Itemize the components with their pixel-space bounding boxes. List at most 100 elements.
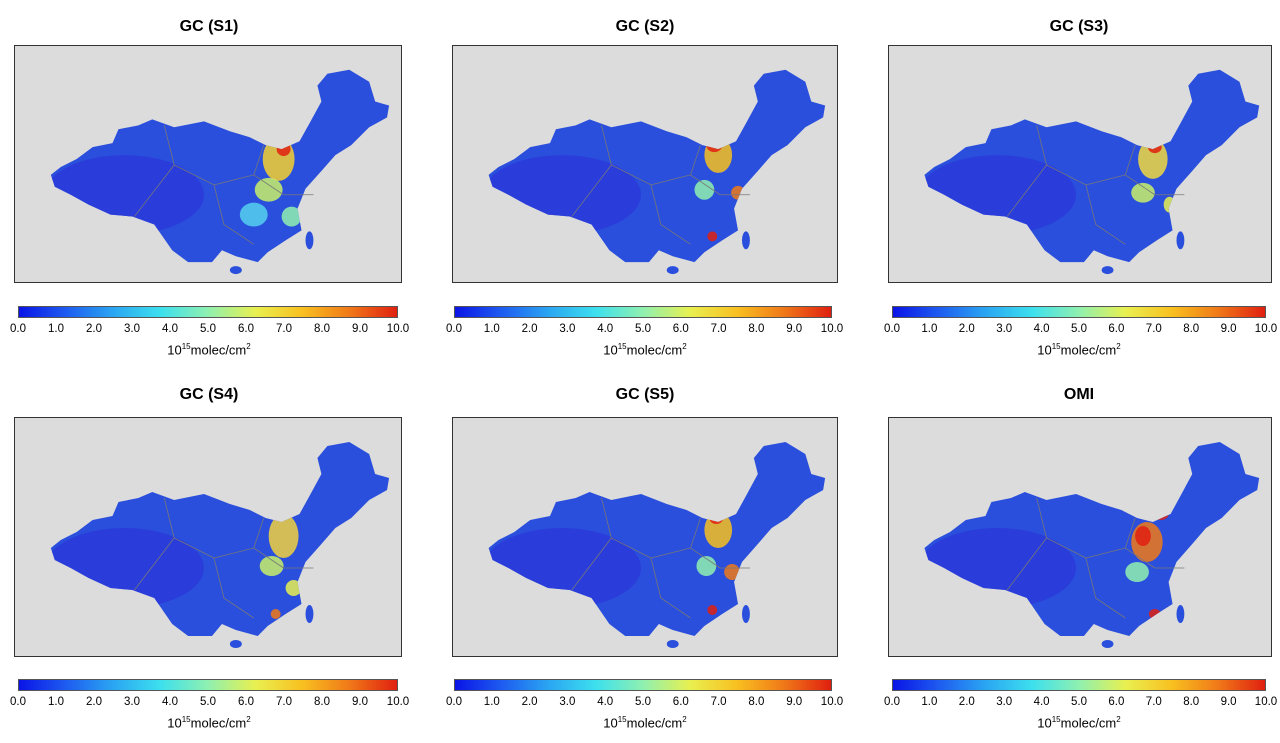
colorbar-tick-label: 1.0: [483, 696, 500, 708]
colorbar-tick-label: 10.0: [1254, 323, 1278, 335]
hainan-island: [1101, 640, 1114, 648]
colorbar-tick-label: 2.0: [86, 323, 102, 335]
tibetan-plateau-region: [488, 528, 642, 608]
concentration-hotspot: [270, 609, 281, 619]
map-frame: [452, 417, 838, 657]
colorbar-tick-label: 4.0: [1033, 696, 1050, 708]
tibetan-plateau-region: [924, 528, 1077, 608]
colorbar-tick-label: 2.0: [958, 323, 975, 335]
concentration-hotspot: [268, 514, 299, 558]
map-panel-s2: GC (S2) 0.0 1.0 2.0 3.0 4.0 5.0 6.0 7.0 8.0 9.0 10…: [446, 0, 843, 370]
map-panel-s1: GC (S1) 0.0 1.0 2.0 3.0 4.0 5.0 6.0 7.0 8.0 9.0 10…: [10, 0, 409, 370]
colorbar-tick-label: 6.0: [238, 696, 254, 708]
colorbar-tick-label: 5.0: [200, 696, 216, 708]
hainan-island: [666, 266, 679, 275]
province-borders: [1006, 125, 1185, 245]
concentration-hotspot: [285, 580, 302, 596]
province-borders: [1006, 497, 1185, 619]
colorbar-tick-label: 9.0: [786, 323, 803, 335]
map-frame: [452, 45, 838, 283]
map-frame: [888, 45, 1272, 283]
colorbar-tick-label: 9.0: [352, 696, 368, 708]
colorbar-tick-label: 9.0: [352, 323, 368, 335]
colorbar-tick-label: 2.0: [958, 696, 975, 708]
taiwan-island: [305, 231, 314, 250]
concentration-hotspot: [704, 512, 733, 548]
colorbar-ticks: 0.0 1.0 2.0 3.0 4.0 5.0 6.0 7.0 8.0 9.0 10.0: [446, 696, 843, 710]
map-svg: [453, 46, 837, 282]
colorbar-tick-label: 6.0: [1108, 323, 1125, 335]
colorbar-tick-label: 1.0: [48, 696, 64, 708]
concentration-hotspot: [262, 137, 295, 181]
panel-title: GC (S2): [615, 18, 675, 35]
province-borders: [571, 497, 750, 619]
colorbar-tick-label: 10.0: [820, 696, 844, 708]
colorbar-tick-label: 3.0: [124, 323, 140, 335]
colorbar-tick-label: 9.0: [1220, 696, 1237, 708]
panel-title: GC (S5): [615, 386, 675, 403]
colorbar-tick-label: 6.0: [238, 323, 254, 335]
colorbar-tick-label: 8.0: [314, 696, 330, 708]
colorbar-tick-label: 8.0: [1183, 696, 1200, 708]
colorbar-tick-label: 7.0: [710, 323, 727, 335]
concentration-hotspot: [1131, 182, 1155, 203]
colorbar-tick-label: 6.0: [672, 696, 689, 708]
colorbar-tick-label: 9.0: [1220, 323, 1237, 335]
colorbar-unit-label: 1015molec/cm2: [603, 715, 687, 731]
colorbar-tick-label: 0.0: [446, 323, 462, 335]
colorbar-unit-label: 1015molec/cm2: [603, 342, 687, 358]
colorbar-tick-label: 5.0: [200, 323, 216, 335]
map-svg: [889, 46, 1271, 282]
colorbar-tick-label: 0.0: [10, 696, 26, 708]
concentration-hotspot: [724, 564, 741, 580]
hainan-island: [229, 640, 242, 648]
colorbar-unit-label: 1015molec/cm2: [167, 715, 251, 731]
colorbar-unit-label: 1015molec/cm2: [1037, 715, 1121, 731]
tibetan-plateau-region: [50, 528, 205, 608]
taiwan-island: [1176, 605, 1185, 623]
colorbar: [18, 679, 398, 691]
tibetan-plateau-region: [488, 155, 642, 235]
map-panel-s3: GC (S3) 0.0 1.0 2.0 3.0 4.0 5.0 6.0 7.0 8.0 9.0 10…: [884, 0, 1277, 370]
taiwan-island: [741, 605, 750, 623]
concentration-hotspot: [1152, 508, 1169, 520]
colorbar-tick-label: 1.0: [48, 323, 64, 335]
map-svg: [15, 46, 401, 282]
hainan-island: [666, 640, 679, 648]
colorbar-tick-label: 10.0: [386, 323, 410, 335]
map-svg: [889, 418, 1271, 656]
concentration-hotspot: [1125, 562, 1149, 582]
concentration-hotspot: [694, 179, 715, 200]
colorbar-tick-label: 1.0: [921, 323, 938, 335]
concentration-hotspot: [1148, 609, 1161, 619]
map-svg: [15, 418, 401, 656]
colorbar-tick-label: 3.0: [996, 323, 1013, 335]
colorbar-unit-label: 1015molec/cm2: [167, 342, 251, 358]
map-panel-s5: GC (S5) 0.0 1.0 2.0 3.0 4.0 5.0 6.0 7.0 8.0 9.0 10…: [446, 372, 843, 743]
colorbar-ticks: 0.0 1.0 2.0 3.0 4.0 5.0 6.0 7.0 8.0 9.0 10.0: [884, 323, 1277, 337]
colorbar: [892, 306, 1266, 318]
panel-title: GC (S3): [1049, 18, 1109, 35]
tibetan-plateau-region: [50, 155, 205, 235]
colorbar-tick-label: 5.0: [1071, 696, 1087, 708]
colorbar-tick-label: 7.0: [1145, 323, 1162, 335]
colorbar-tick-label: 4.0: [162, 323, 178, 335]
colorbar-tick-label: 10.0: [386, 696, 410, 708]
colorbar-tick-label: 4.0: [597, 323, 614, 335]
map-frame: [888, 417, 1272, 657]
colorbar-tick-label: 6.0: [1108, 696, 1125, 708]
concentration-hotspot: [707, 605, 718, 615]
colorbar-tick-label: 3.0: [124, 696, 140, 708]
colorbar: [18, 306, 398, 318]
colorbar-tick-label: 0.0: [10, 323, 26, 335]
colorbar-tick-label: 7.0: [1145, 696, 1162, 708]
colorbar-ticks: 0.0 1.0 2.0 3.0 4.0 5.0 6.0 7.0 8.0 9.0 10.0: [446, 323, 843, 337]
concentration-hotspot: [259, 556, 284, 576]
concentration-hotspot: [281, 206, 302, 227]
colorbar-ticks: 0.0 1.0 2.0 3.0 4.0 5.0 6.0 7.0 8.0 9.0 10.0: [884, 696, 1277, 710]
concentration-hotspot: [1135, 526, 1151, 546]
colorbar-ticks: 0.0 1.0 2.0 3.0 4.0 5.0 6.0 7.0 8.0 9.0 10.0: [10, 696, 409, 710]
concentration-hotspot: [731, 185, 745, 200]
colorbar-tick-label: 8.0: [1183, 323, 1200, 335]
colorbar-tick-label: 1.0: [483, 323, 500, 335]
